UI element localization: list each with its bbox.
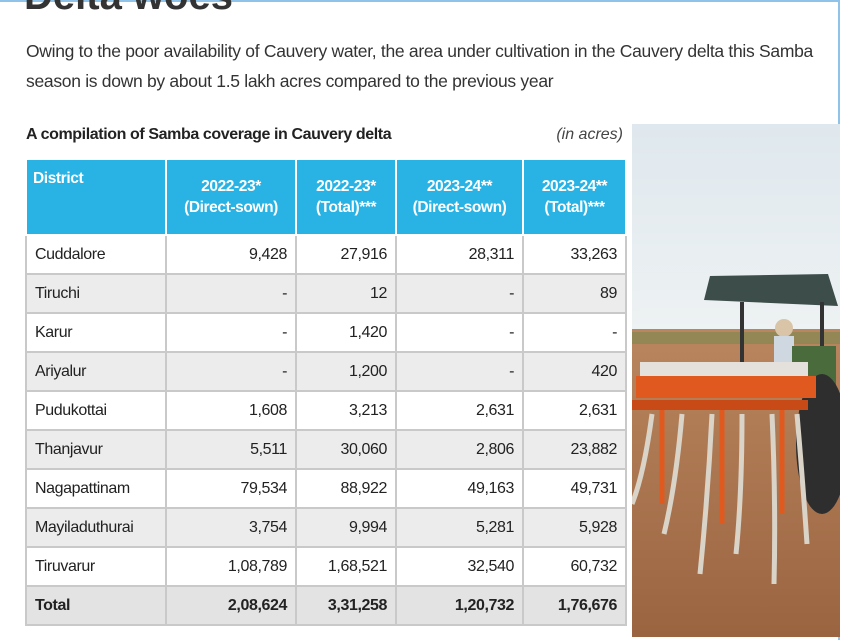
value-cell: 3,31,258 — [295, 585, 397, 626]
photo — [632, 124, 840, 637]
value-cell: 1,68,521 — [295, 546, 397, 587]
table-row: Mayiladuthurai 3,754 9,994 5,281 5,928 — [25, 507, 627, 548]
value-cell: 9,428 — [165, 234, 297, 275]
value-cell: 3,754 — [165, 507, 297, 548]
value-cell: - — [165, 351, 297, 392]
district-cell: Tiruchi — [25, 273, 167, 314]
table-row: Tiruchi -12-89 — [25, 273, 627, 314]
table-row: Thanjavur 5,511 30,060 2,806 23,882 — [25, 429, 627, 470]
value-cell: 28,311 — [395, 234, 524, 275]
value-cell: 27,916 — [295, 234, 397, 275]
value-cell: 32,540 — [395, 546, 524, 587]
total-row: Total 2,08,624 3,31,258 1,20,732 1,76,676 — [25, 585, 627, 626]
value-cell: 3,213 — [295, 390, 397, 431]
value-cell: 1,200 — [295, 351, 397, 392]
header-row: District 2022-23* (Direct-sown) 2022-23* (To… — [25, 158, 627, 236]
value-cell: 420 — [522, 351, 627, 392]
value-cell: - — [395, 273, 524, 314]
district-cell: Karur — [25, 312, 167, 353]
value-cell: 1,608 — [165, 390, 297, 431]
value-cell: - — [165, 312, 297, 353]
header-cell: District — [25, 158, 167, 236]
header-cell: 2023-24** (Total)*** — [522, 158, 627, 236]
table-title: A compilation of Samba coverage in Cauve… — [26, 126, 392, 143]
table-row: Nagapattinam 79,534 88,922 49,163 49,731 — [25, 468, 627, 509]
header-cell: 2023-24** (Direct-sown) — [395, 158, 524, 236]
district-cell: Tiruvarur — [25, 546, 167, 587]
value-cell: 5,511 — [165, 429, 297, 470]
district-cell: Thanjavur — [25, 429, 167, 470]
header-line: 2023-24** — [541, 178, 608, 195]
value-cell: 2,806 — [395, 429, 524, 470]
value-cell: 33,263 — [522, 234, 627, 275]
value-cell: 9,994 — [295, 507, 397, 548]
value-cell: 5,928 — [522, 507, 627, 548]
value-cell: 5,281 — [395, 507, 524, 548]
header-line: 2022-23* — [316, 178, 376, 195]
district-cell: Mayiladuthurai — [25, 507, 167, 548]
value-cell: 1,08,789 — [165, 546, 297, 587]
header-line: (Direct-sown) — [184, 199, 278, 216]
header-cell: 2022-23* (Total)*** — [295, 158, 397, 236]
value-cell: 23,882 — [522, 429, 627, 470]
value-cell: 60,732 — [522, 546, 627, 587]
value-cell: - — [395, 312, 524, 353]
value-cell: 1,420 — [295, 312, 397, 353]
value-cell: 2,08,624 — [165, 585, 297, 626]
value-cell: - — [395, 351, 524, 392]
value-cell: 89 — [522, 273, 627, 314]
intro: Owing to the poor availability of Cauver… — [26, 41, 813, 91]
heading: Delta woes — [24, 0, 233, 19]
value-cell: 30,060 — [295, 429, 397, 470]
header-line: (Total)*** — [315, 199, 377, 216]
value-cell: 88,922 — [295, 468, 397, 509]
value-cell: 1,76,676 — [522, 585, 627, 626]
header-line: (Total)*** — [544, 199, 605, 216]
district-cell: Nagapattinam — [25, 468, 167, 509]
table-row: Karur -1,420- - — [25, 312, 627, 353]
table-row: Cuddalore 9,428 27,916 28,311 33,263 — [25, 234, 627, 275]
value-cell: 2,631 — [395, 390, 524, 431]
header-line: District — [33, 170, 84, 187]
table-row: Ariyalur -1,200-420 — [25, 351, 627, 392]
value-cell: 12 — [295, 273, 397, 314]
table-row: Pudukottai 1,608 3,213 2,631 2,631 — [25, 390, 627, 431]
header-cell: 2022-23* (Direct-sown) — [165, 158, 297, 236]
value-cell: 1,20,732 — [395, 585, 524, 626]
district-cell: Pudukottai — [25, 390, 167, 431]
value-cell: - — [522, 312, 627, 353]
table-body: Cuddalore 9,428 27,916 28,311 33,263 Tiruchi -… — [25, 234, 627, 626]
value-cell: 49,163 — [395, 468, 524, 509]
header-line: 2022-23* — [201, 178, 261, 195]
unit-note: (in acres) — [556, 126, 623, 143]
value-cell: - — [165, 273, 297, 314]
header-line: (Direct-sown) — [412, 199, 507, 216]
value-cell: 79,534 — [165, 468, 297, 509]
district-cell: Total — [25, 585, 167, 626]
district-cell: Ariyalur — [25, 351, 167, 392]
table-row: Tiruvarur 1,08,789 1,68,521 32,540 60,732 — [25, 546, 627, 587]
value-cell: 2,631 — [522, 390, 627, 431]
value-cell: 49,731 — [522, 468, 627, 509]
header-line: 2023-24** — [426, 178, 493, 195]
coverage-table: District 2022-23* (Direct-sown) 2022-23* (To… — [25, 158, 627, 626]
district-cell: Cuddalore — [25, 234, 167, 275]
